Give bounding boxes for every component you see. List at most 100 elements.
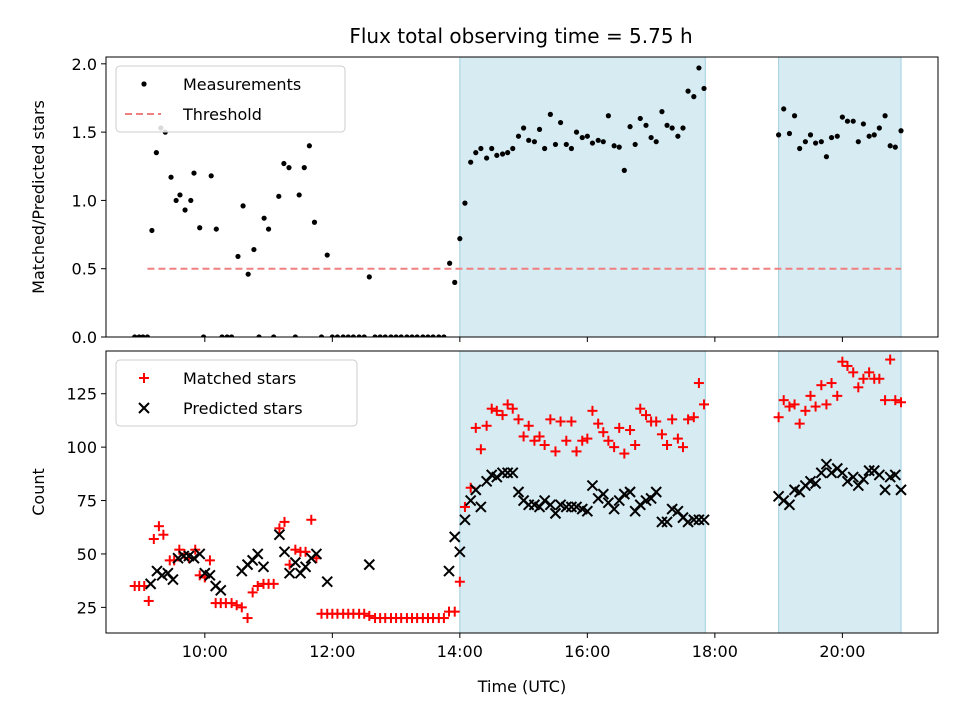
matched-stars-point	[561, 435, 572, 446]
measurements-point	[462, 200, 468, 206]
measurements-point	[828, 134, 835, 141]
measurements-point	[213, 226, 219, 232]
matched-stars-point	[577, 435, 588, 446]
measurements-point	[345, 334, 351, 337]
matched-stars-point	[587, 405, 598, 416]
predicted-stars-point	[475, 501, 487, 513]
matched-stars-point	[848, 367, 859, 378]
predicted-stars-point	[895, 484, 907, 496]
y-tick-label: 1.0	[72, 191, 97, 210]
matched-stars-point	[242, 613, 253, 624]
matched-stars-point	[231, 600, 242, 611]
matched-stars-point	[826, 378, 837, 389]
y-tick-label: 0.0	[72, 328, 97, 347]
predicted-stars-point	[443, 565, 455, 577]
matched-stars-point	[890, 395, 901, 406]
predicted-stars-point	[194, 548, 206, 560]
measurements-point	[531, 139, 538, 145]
matched-stars-point	[641, 410, 652, 421]
predicted-stars-point	[538, 494, 551, 507]
measurements-point	[457, 236, 463, 242]
y-tick-label: 0.5	[72, 260, 97, 279]
predicted-stars-point	[204, 569, 216, 582]
measurements-point	[791, 113, 798, 119]
measurements-point	[887, 143, 893, 149]
predicted-stars-point	[581, 505, 594, 517]
measurements-point	[350, 334, 356, 337]
matched-stars-point	[438, 613, 449, 624]
predicted-stars-point	[501, 467, 514, 479]
predicted-stars-point	[857, 473, 870, 485]
x-tick-label: 12:00	[309, 642, 355, 661]
predicted-stars-point	[449, 531, 461, 543]
measurements-point	[468, 159, 474, 165]
plot-area	[129, 354, 907, 624]
matched-stars-point	[555, 416, 566, 427]
measurements-point	[850, 118, 856, 124]
legend-label: Measurements	[183, 75, 301, 94]
predicted-stars-point	[809, 477, 822, 490]
predicted-stars-point	[167, 573, 179, 586]
measurements-point	[228, 334, 235, 337]
matched-stars-point	[885, 354, 896, 365]
measurements-point	[292, 334, 298, 337]
matched-stars-point	[158, 529, 169, 540]
matched-stars-point	[784, 401, 795, 412]
measurements-point	[876, 125, 882, 131]
measurements-point	[271, 334, 277, 337]
matched-stars-point	[169, 555, 180, 566]
bottom-panel: 25 50 75 100 125 10:00 12:00 14:00 16:00 18:00 20:…	[29, 350, 939, 696]
top-panel: 0.0 0.5 1.0 1.5 2.0 Matched/Predicted stars Me…	[29, 55, 939, 347]
predicted-stars-point	[815, 467, 828, 479]
measurements-point	[311, 219, 318, 225]
measurements-point	[499, 151, 506, 157]
matched-stars-point	[523, 420, 534, 431]
measurements-point	[834, 133, 840, 139]
measurements-point	[898, 128, 904, 134]
measurements-point	[318, 334, 325, 337]
measurements-point	[306, 143, 312, 149]
x-tick-label: 20:00	[819, 642, 865, 661]
matched-stars-point	[688, 412, 699, 423]
matched-stars-point	[667, 414, 678, 425]
measurements-point	[776, 132, 782, 138]
matched-stars-point	[789, 399, 800, 410]
measurements-point	[219, 334, 225, 337]
matched-stars-point	[864, 367, 875, 378]
measurements-point	[616, 144, 622, 150]
measurements-point	[802, 139, 808, 145]
measurements-point	[256, 334, 262, 337]
matched-stars-point	[550, 446, 561, 457]
matched-stars-point	[454, 576, 465, 587]
shaded-window-1	[459, 350, 706, 634]
measurements-point	[866, 133, 872, 139]
predicted-stars-point	[188, 552, 200, 564]
matched-stars-point	[794, 418, 805, 429]
measurements-point	[182, 207, 188, 213]
matched-stars-point	[635, 403, 646, 414]
legend-swatch	[141, 81, 147, 87]
matched-stars-point	[805, 390, 816, 401]
predicted-stars-point	[597, 488, 609, 500]
measurements-point	[844, 118, 851, 124]
matched-stars-point	[571, 446, 582, 457]
measurements-point	[839, 114, 845, 120]
predicted-stars-point	[661, 516, 673, 528]
predicted-stars-point	[825, 467, 838, 479]
matched-stars-point	[693, 378, 704, 389]
measurements-point	[276, 193, 282, 199]
predicted-stars-point	[879, 484, 891, 496]
matched-stars-point	[656, 429, 667, 440]
measurements-point	[153, 150, 159, 156]
measurements-point	[420, 334, 426, 337]
measurements-point	[786, 130, 793, 137]
matched-stars-point	[630, 440, 641, 450]
predicted-stars-point	[836, 467, 849, 479]
legend-label: Matched stars	[183, 369, 296, 388]
matched-stars-point	[677, 442, 688, 453]
measurements-point	[568, 145, 575, 152]
matched-stars-point	[491, 405, 502, 416]
measurements-point	[526, 137, 532, 143]
predicted-stars-point	[841, 475, 854, 488]
series-predicted-stars	[144, 458, 907, 596]
